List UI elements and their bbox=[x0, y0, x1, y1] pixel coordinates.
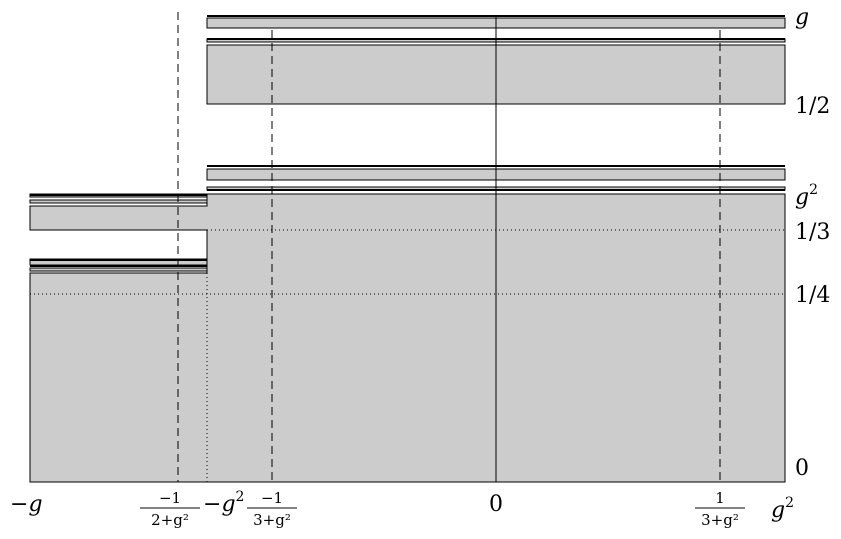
x-label-zero: 0 bbox=[489, 492, 503, 517]
dashed-verticals bbox=[177, 12, 721, 482]
left-upper-strip-b bbox=[29, 199, 208, 204]
y-labels: g 1/2 g2 1/3 1/4 0 bbox=[795, 5, 830, 481]
x-label-neg-g: −g bbox=[10, 492, 43, 517]
frac-num: −1 bbox=[261, 489, 283, 507]
frac-den: 2+g² bbox=[151, 511, 189, 529]
x-label-neg-g2: −g2 bbox=[203, 489, 244, 517]
frac-num: −1 bbox=[159, 489, 181, 507]
y-label-half: 1/2 bbox=[795, 94, 830, 119]
frac-den: 3+g² bbox=[701, 511, 739, 529]
shaded-regions bbox=[29, 17, 786, 483]
frac-den: 3+g² bbox=[253, 511, 291, 529]
y-label-quarter: 1/4 bbox=[795, 283, 830, 308]
dotted-horizontals bbox=[30, 229, 785, 295]
frac-num: 1 bbox=[715, 489, 725, 507]
x-label-frac-pos-3-g2: 1 3+g² bbox=[695, 489, 745, 529]
x-label-g2: g2 bbox=[771, 495, 794, 523]
y-label-third: 1/3 bbox=[795, 220, 830, 245]
x-label-frac-neg-3-g2: −1 3+g² bbox=[247, 489, 297, 529]
left-lower-strip-b bbox=[29, 267, 208, 272]
x-labels: −g −1 2+g² −g2 −1 3+g² 0 1 3+g² g2 bbox=[10, 489, 794, 529]
y-label-g: g bbox=[795, 5, 809, 30]
y-label-zero: 0 bbox=[795, 456, 809, 481]
y-label-g2: g2 bbox=[795, 182, 818, 210]
main-region bbox=[29, 193, 786, 483]
x-label-frac-neg-2-g2: −1 2+g² bbox=[140, 489, 200, 529]
